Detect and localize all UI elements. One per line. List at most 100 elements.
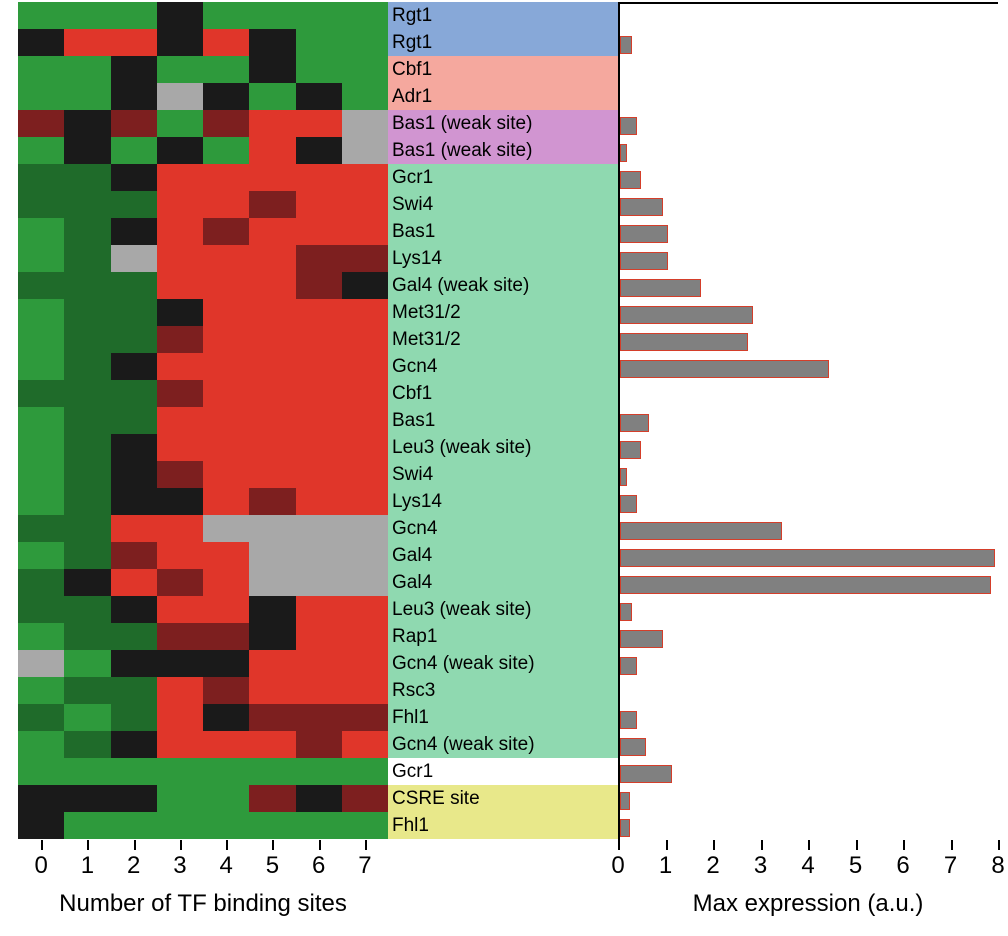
expression-bar [620, 657, 637, 675]
heatmap-row [18, 461, 388, 488]
heatmap-cell [203, 137, 249, 164]
heatmap-cell [203, 407, 249, 434]
heatmap-cell [157, 461, 203, 488]
heatmap-row [18, 488, 388, 515]
heatmap-cell [296, 56, 342, 83]
heatmap-row [18, 110, 388, 137]
tick [272, 840, 274, 850]
heatmap-row [18, 407, 388, 434]
row-label: Met31/2 [388, 326, 618, 353]
heatmap-cell [64, 191, 110, 218]
tick [761, 840, 763, 850]
bar-row [620, 166, 998, 193]
row-label: Fhl1 [388, 812, 618, 839]
heatmap-cell [342, 407, 388, 434]
heatmap-x-axis: 01234567 [0, 840, 406, 880]
heatmap-row [18, 164, 388, 191]
heatmap-cell [18, 569, 64, 596]
row-label: Gal4 (weak site) [388, 272, 618, 299]
tick-label: 0 [611, 852, 624, 880]
heatmap-cell [203, 569, 249, 596]
heatmap-cell [342, 29, 388, 56]
heatmap-cell [111, 137, 157, 164]
expression-bar [620, 252, 668, 270]
heatmap-cell [342, 353, 388, 380]
heatmap-cell [296, 191, 342, 218]
heatmap-cell [157, 434, 203, 461]
heatmap-cell [111, 2, 157, 29]
heatmap-cell [203, 434, 249, 461]
bar-row [620, 490, 998, 517]
heatmap-cell [18, 434, 64, 461]
heatmap-cell [296, 137, 342, 164]
heatmap-cell [18, 812, 64, 839]
heatmap-cell [18, 2, 64, 29]
heatmap-cell [249, 677, 295, 704]
heatmap-row [18, 29, 388, 56]
heatmap-cell [296, 515, 342, 542]
heatmap-cell [203, 164, 249, 191]
row-label: Leu3 (weak site) [388, 596, 618, 623]
row-label: Gal4 [388, 569, 618, 596]
row-label: Fhl1 [388, 704, 618, 731]
heatmap-cell [249, 353, 295, 380]
heatmap-cell [342, 380, 388, 407]
heatmap-cell [157, 2, 203, 29]
tick-label: 2 [706, 852, 719, 880]
heatmap-cell [157, 83, 203, 110]
heatmap-cell [296, 218, 342, 245]
bar-row [620, 598, 998, 625]
heatmap-cell [203, 191, 249, 218]
expression-bar [620, 738, 646, 756]
heatmap-cell [111, 218, 157, 245]
heatmap-cell [111, 704, 157, 731]
heatmap-cell [342, 758, 388, 785]
row-label: Gcr1 [388, 164, 618, 191]
bars-x-axis: 012345678 [618, 840, 998, 880]
tick-label: 4 [219, 852, 232, 880]
heatmap-cell [296, 299, 342, 326]
bar-row [620, 571, 998, 598]
expression-bar [620, 522, 782, 540]
heatmap-cell [64, 704, 110, 731]
heatmap-cell [64, 434, 110, 461]
heatmap-cell [111, 56, 157, 83]
heatmap-cell [18, 731, 64, 758]
heatmap-cell [342, 488, 388, 515]
row-label: Adr1 [388, 83, 618, 110]
expression-bar [620, 306, 753, 324]
heatmap-cell [64, 326, 110, 353]
heatmap-cell [18, 299, 64, 326]
row-label: Bas1 (weak site) [388, 110, 618, 137]
row-labels: Rgt1Rgt1Cbf1Adr1Bas1 (weak site)Bas1 (we… [388, 2, 618, 840]
heatmap-row [18, 812, 388, 839]
heatmap-cell [18, 29, 64, 56]
heatmap-cell [296, 29, 342, 56]
row-label: Met31/2 [388, 299, 618, 326]
row-label: Rgt1 [388, 29, 618, 56]
row-label: CSRE site [388, 785, 618, 812]
bar-row [620, 355, 998, 382]
heatmap-cell [18, 515, 64, 542]
heatmap-cell [64, 245, 110, 272]
row-label: Cbf1 [388, 56, 618, 83]
heatmap-cell [203, 650, 249, 677]
heatmap-cell [157, 407, 203, 434]
heatmap-row [18, 272, 388, 299]
tick-label: 6 [312, 852, 325, 880]
row-label: Gcn4 [388, 353, 618, 380]
bar-row [620, 814, 998, 841]
tick-label: 8 [991, 852, 1004, 880]
row-label: Rgt1 [388, 2, 618, 29]
expression-bar [620, 117, 637, 135]
bar-row [620, 112, 998, 139]
heatmap-cell [18, 758, 64, 785]
expression-bar [620, 468, 627, 486]
heatmap-cell [111, 758, 157, 785]
tick-label: 1 [81, 852, 94, 880]
heatmap-cell [111, 272, 157, 299]
heatmap-cell [249, 299, 295, 326]
heatmap-cell [18, 380, 64, 407]
heatmap-row [18, 245, 388, 272]
expression-bar [620, 819, 630, 837]
